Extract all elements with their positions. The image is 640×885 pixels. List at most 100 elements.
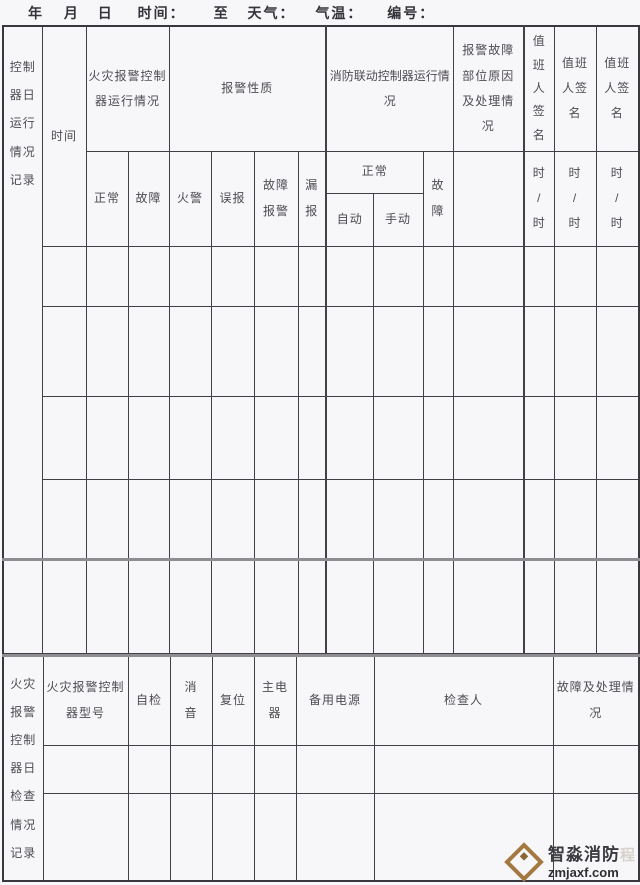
meta-temperature: 气温： — [315, 5, 364, 21]
empty-cell — [523, 557, 555, 654]
header-normal: 正常 — [85, 150, 129, 247]
empty-cell — [211, 744, 255, 794]
empty-cell — [595, 305, 640, 397]
empty-cell — [295, 792, 375, 882]
section1-row-label: 控制 器日 运行 情况 记录 — [2, 25, 43, 560]
meta-month: 月 — [63, 5, 80, 21]
empty-cell — [523, 478, 555, 560]
empty-cell — [297, 557, 327, 654]
empty-cell — [297, 395, 327, 480]
header-inspector: 检查人 — [373, 654, 554, 746]
header-linkage-controller-status: 消防联动控制器运行情 况 — [325, 25, 454, 152]
empty-cell — [85, 557, 129, 654]
watermark: 智淼消防程 zmjaxf.com — [504, 842, 636, 883]
empty-cell — [127, 557, 170, 654]
header-duty-signature-3: 值班 人签 名 — [595, 25, 640, 152]
empty-cell — [452, 150, 525, 247]
header-fire-alarm: 火警 — [168, 150, 212, 247]
header-alarm-nature: 报警性质 — [168, 25, 327, 152]
header-controller-model: 火灾报警控制 器型号 — [42, 654, 129, 746]
empty-cell — [41, 305, 87, 397]
header-duty-signature-1: 值 班 人 签 名 — [523, 25, 555, 152]
header-main-power: 主电 器 — [253, 654, 297, 746]
header-hour-per-hour-3: 时 / 时 — [595, 150, 640, 247]
empty-cell — [553, 395, 597, 480]
empty-cell — [168, 305, 212, 397]
header-duty-signature-2: 值班 人签 名 — [553, 25, 597, 152]
empty-cell — [372, 245, 424, 307]
empty-cell — [372, 557, 424, 654]
header-mute: 消 音 — [169, 654, 213, 746]
header-fault-cause-handling: 报警故障 部位原因 及处理情 况 — [452, 25, 525, 152]
empty-cell — [85, 305, 129, 397]
empty-cell — [127, 305, 170, 397]
empty-cell — [169, 744, 213, 794]
empty-cell — [168, 557, 212, 654]
empty-cell — [41, 478, 87, 560]
header-reset: 复位 — [211, 654, 255, 746]
empty-cell — [553, 557, 597, 654]
empty-cell — [211, 792, 255, 882]
header-fault-handling: 故障及处理情 况 — [552, 654, 640, 746]
section2-row-label: 火灾 报警 控制 器日 检查 情况 记录 — [2, 654, 44, 882]
empty-cell — [297, 305, 327, 397]
empty-cell — [372, 478, 424, 560]
header-false-alarm: 误报 — [210, 150, 255, 247]
empty-cell — [253, 395, 299, 480]
watermark-brand-faint: 程 — [619, 847, 636, 865]
empty-cell — [42, 744, 129, 794]
empty-cell — [168, 245, 212, 307]
meta-day: 日 — [97, 5, 114, 21]
empty-cell — [210, 245, 255, 307]
meta-to: 至 — [213, 5, 230, 21]
empty-cell — [325, 557, 374, 654]
header-manual: 手动 — [372, 192, 424, 247]
diamond-logo-icon — [504, 842, 544, 883]
header-auto: 自动 — [325, 192, 374, 247]
empty-cell — [85, 245, 129, 307]
empty-cell — [452, 557, 525, 654]
header-linkage-normal: 正常 — [325, 150, 424, 194]
empty-cell — [253, 305, 299, 397]
empty-cell — [127, 395, 170, 480]
empty-cell — [295, 744, 375, 794]
empty-cell — [523, 305, 555, 397]
empty-cell — [452, 305, 525, 397]
empty-cell — [552, 792, 640, 882]
empty-cell — [168, 478, 212, 560]
empty-cell — [127, 792, 171, 882]
empty-cell — [168, 395, 212, 480]
empty-cell — [422, 305, 454, 397]
empty-cell — [127, 744, 171, 794]
meta-number: 编号： — [387, 5, 436, 21]
empty-cell — [452, 478, 525, 560]
daily-operation-table: 控制 器日 运行 情况 记录 时间 火灾报警控制 器运行情况 报警性质 消防联动… — [2, 25, 640, 654]
empty-cell — [253, 744, 297, 794]
empty-cell — [210, 557, 255, 654]
empty-cell — [422, 478, 454, 560]
meta-weather: 天气： — [247, 5, 296, 21]
empty-cell — [127, 245, 170, 307]
form-meta-line: 年 月 日 时间： 至 天气： 气温： 编号： — [0, 0, 640, 25]
empty-cell — [452, 395, 525, 480]
watermark-brand: 智淼消防 — [547, 845, 620, 865]
empty-cell — [41, 245, 87, 307]
empty-cell — [297, 245, 327, 307]
empty-cell — [253, 792, 297, 882]
empty-cell — [595, 557, 640, 654]
empty-cell — [422, 245, 454, 307]
empty-cell — [452, 245, 525, 307]
empty-cell — [595, 245, 640, 307]
header-self-check: 自检 — [127, 654, 171, 746]
header-fault-alarm: 故障 报警 — [253, 150, 299, 247]
empty-cell — [42, 792, 129, 882]
empty-cell — [325, 395, 374, 480]
daily-check-table: 火灾 报警 控制 器日 检查 情况 记录 火灾报警控制 器型号 自检 消 音 复… — [2, 653, 640, 882]
empty-cell — [373, 744, 554, 794]
empty-cell — [253, 478, 299, 560]
empty-cell — [210, 305, 255, 397]
empty-cell — [595, 478, 640, 560]
header-linkage-fault: 故 障 — [422, 150, 454, 247]
empty-cell — [422, 557, 454, 654]
